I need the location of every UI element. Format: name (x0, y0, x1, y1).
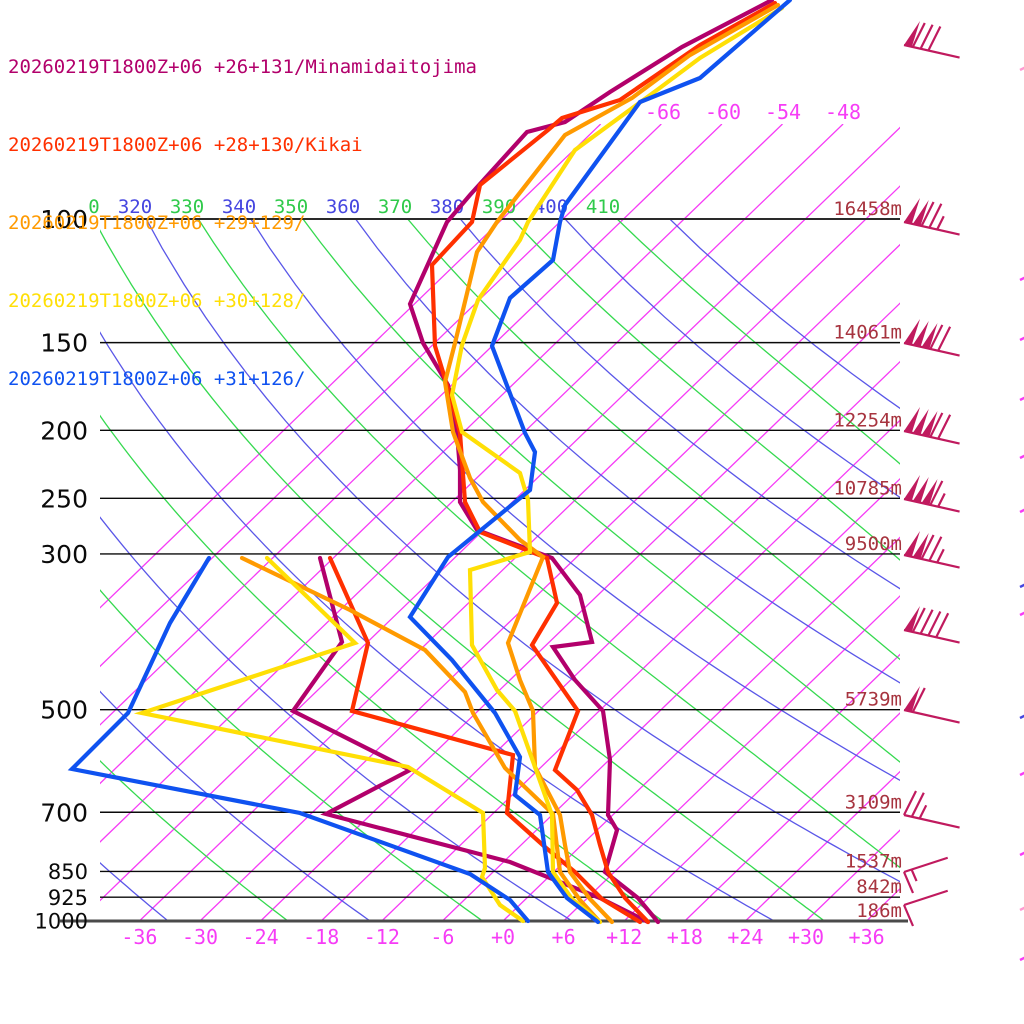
wind-barb (903, 407, 960, 445)
svg-text:340: 340 (222, 196, 256, 218)
svg-text:-12: -12 (364, 925, 400, 949)
svg-text:-60: -60 (705, 100, 741, 124)
svg-text:16458m: 16458m (833, 198, 902, 220)
svg-text:350: 350 (274, 196, 308, 218)
svg-text:-48: -48 (825, 100, 861, 124)
sounding-temperature-line (429, 0, 778, 925)
svg-text:842m: 842m (856, 876, 902, 898)
svg-text:-24: -24 (243, 925, 279, 949)
upper-isotherm-labels: -66 -60 -54 -48 (645, 100, 861, 124)
isotherm-grid (100, 124, 900, 922)
svg-text:+24: +24 (727, 925, 763, 949)
svg-text:320: 320 (118, 196, 152, 218)
sounding-temperature-line (407, 0, 775, 925)
wind-barb (903, 686, 960, 724)
legend-entry-minamidaitojima: 20260219T1800Z+06 +26+131/Minamidaitojim… (8, 56, 477, 78)
svg-text:-18: -18 (303, 925, 339, 949)
wind-barb (903, 790, 960, 829)
svg-text:500: 500 (40, 696, 88, 725)
svg-text:14061m: 14061m (833, 322, 902, 344)
svg-text:330: 330 (170, 196, 204, 218)
wind-barb (903, 475, 960, 513)
legend-entry-29-129: 20260219T1800Z+06 +29+129/ (8, 212, 306, 234)
svg-text:+18: +18 (667, 925, 703, 949)
wind-barb (903, 21, 960, 59)
svg-text:12254m: 12254m (833, 409, 902, 431)
svg-text:370: 370 (378, 196, 412, 218)
svg-text:-36: -36 (121, 925, 157, 949)
svg-text:700: 700 (40, 798, 88, 827)
legend-entry-30-128: 20260219T1800Z+06 +30+128/ (8, 290, 306, 312)
svg-text:300: 300 (40, 540, 88, 569)
svg-text:410: 410 (586, 196, 620, 218)
sounding-temperature-line (407, 0, 793, 925)
sounding-dewpoint-line (327, 555, 643, 925)
svg-text:1000: 1000 (35, 910, 88, 934)
svg-text:200: 200 (40, 416, 88, 445)
svg-text:+36: +36 (849, 925, 885, 949)
svg-text:10785m: 10785m (833, 477, 902, 499)
legend-entry-31-126: 20260219T1800Z+06 +31+126/ (8, 368, 306, 390)
svg-text:3109m: 3109m (845, 791, 902, 813)
svg-text:1537m: 1537m (845, 850, 902, 872)
svg-text:925: 925 (48, 886, 88, 910)
sounding-dewpoint-line (133, 555, 526, 924)
wind-barb (902, 856, 949, 894)
sounding-temperature-line (442, 2, 781, 925)
wind-barb (903, 531, 960, 569)
svg-text:100: 100 (40, 205, 88, 234)
svg-text:+30: +30 (788, 925, 824, 949)
svg-text:150: 150 (40, 329, 88, 358)
sounding-legend: 20260219T1800Z+06 +26+131/Minamidaitojim… (8, 2, 477, 444)
svg-text:-6: -6 (430, 925, 454, 949)
adiabat-value-labels: 0 320 330 340 350 360 370 380 390 400 410 (88, 196, 620, 218)
wind-barb-column (902, 21, 960, 927)
svg-text:-54: -54 (765, 100, 801, 124)
svg-text:+6: +6 (552, 925, 576, 949)
sounding-dewpoint-line (67, 555, 531, 924)
sounding-temperature-line (449, 5, 785, 925)
wind-barb (903, 198, 960, 236)
legend-entry-kikai: 20260219T1800Z+06 +28+130/Kikai (8, 134, 363, 156)
svg-text:0: 0 (88, 196, 99, 218)
sounding-profile-lines (67, 0, 793, 925)
svg-text:+0: +0 (491, 925, 515, 949)
svg-text:360: 360 (326, 196, 360, 218)
wind-barb (903, 606, 960, 644)
wind-barb (903, 319, 960, 357)
svg-text:5739m: 5739m (845, 689, 902, 711)
svg-text:9500m: 9500m (845, 533, 902, 555)
height-labels: 16458m 14061m 12254m 10785m 9500m 5739m 3109m 1… (833, 198, 902, 922)
svg-text:-30: -30 (182, 925, 218, 949)
right-edge-ticks (1019, 66, 1024, 962)
svg-text:390: 390 (482, 196, 516, 218)
svg-text:186m: 186m (856, 900, 902, 922)
sounding-dewpoint-line (239, 555, 603, 925)
svg-text:-66: -66 (645, 100, 681, 124)
svg-text:250: 250 (40, 484, 88, 513)
svg-text:850: 850 (48, 860, 88, 884)
wind-barb (902, 889, 949, 927)
svg-text:+12: +12 (606, 925, 642, 949)
temperature-axis-labels: -36 -30 -24 -18 -12 -6 +0 +6 +12 +18 +24 +30 +36 (121, 925, 884, 949)
